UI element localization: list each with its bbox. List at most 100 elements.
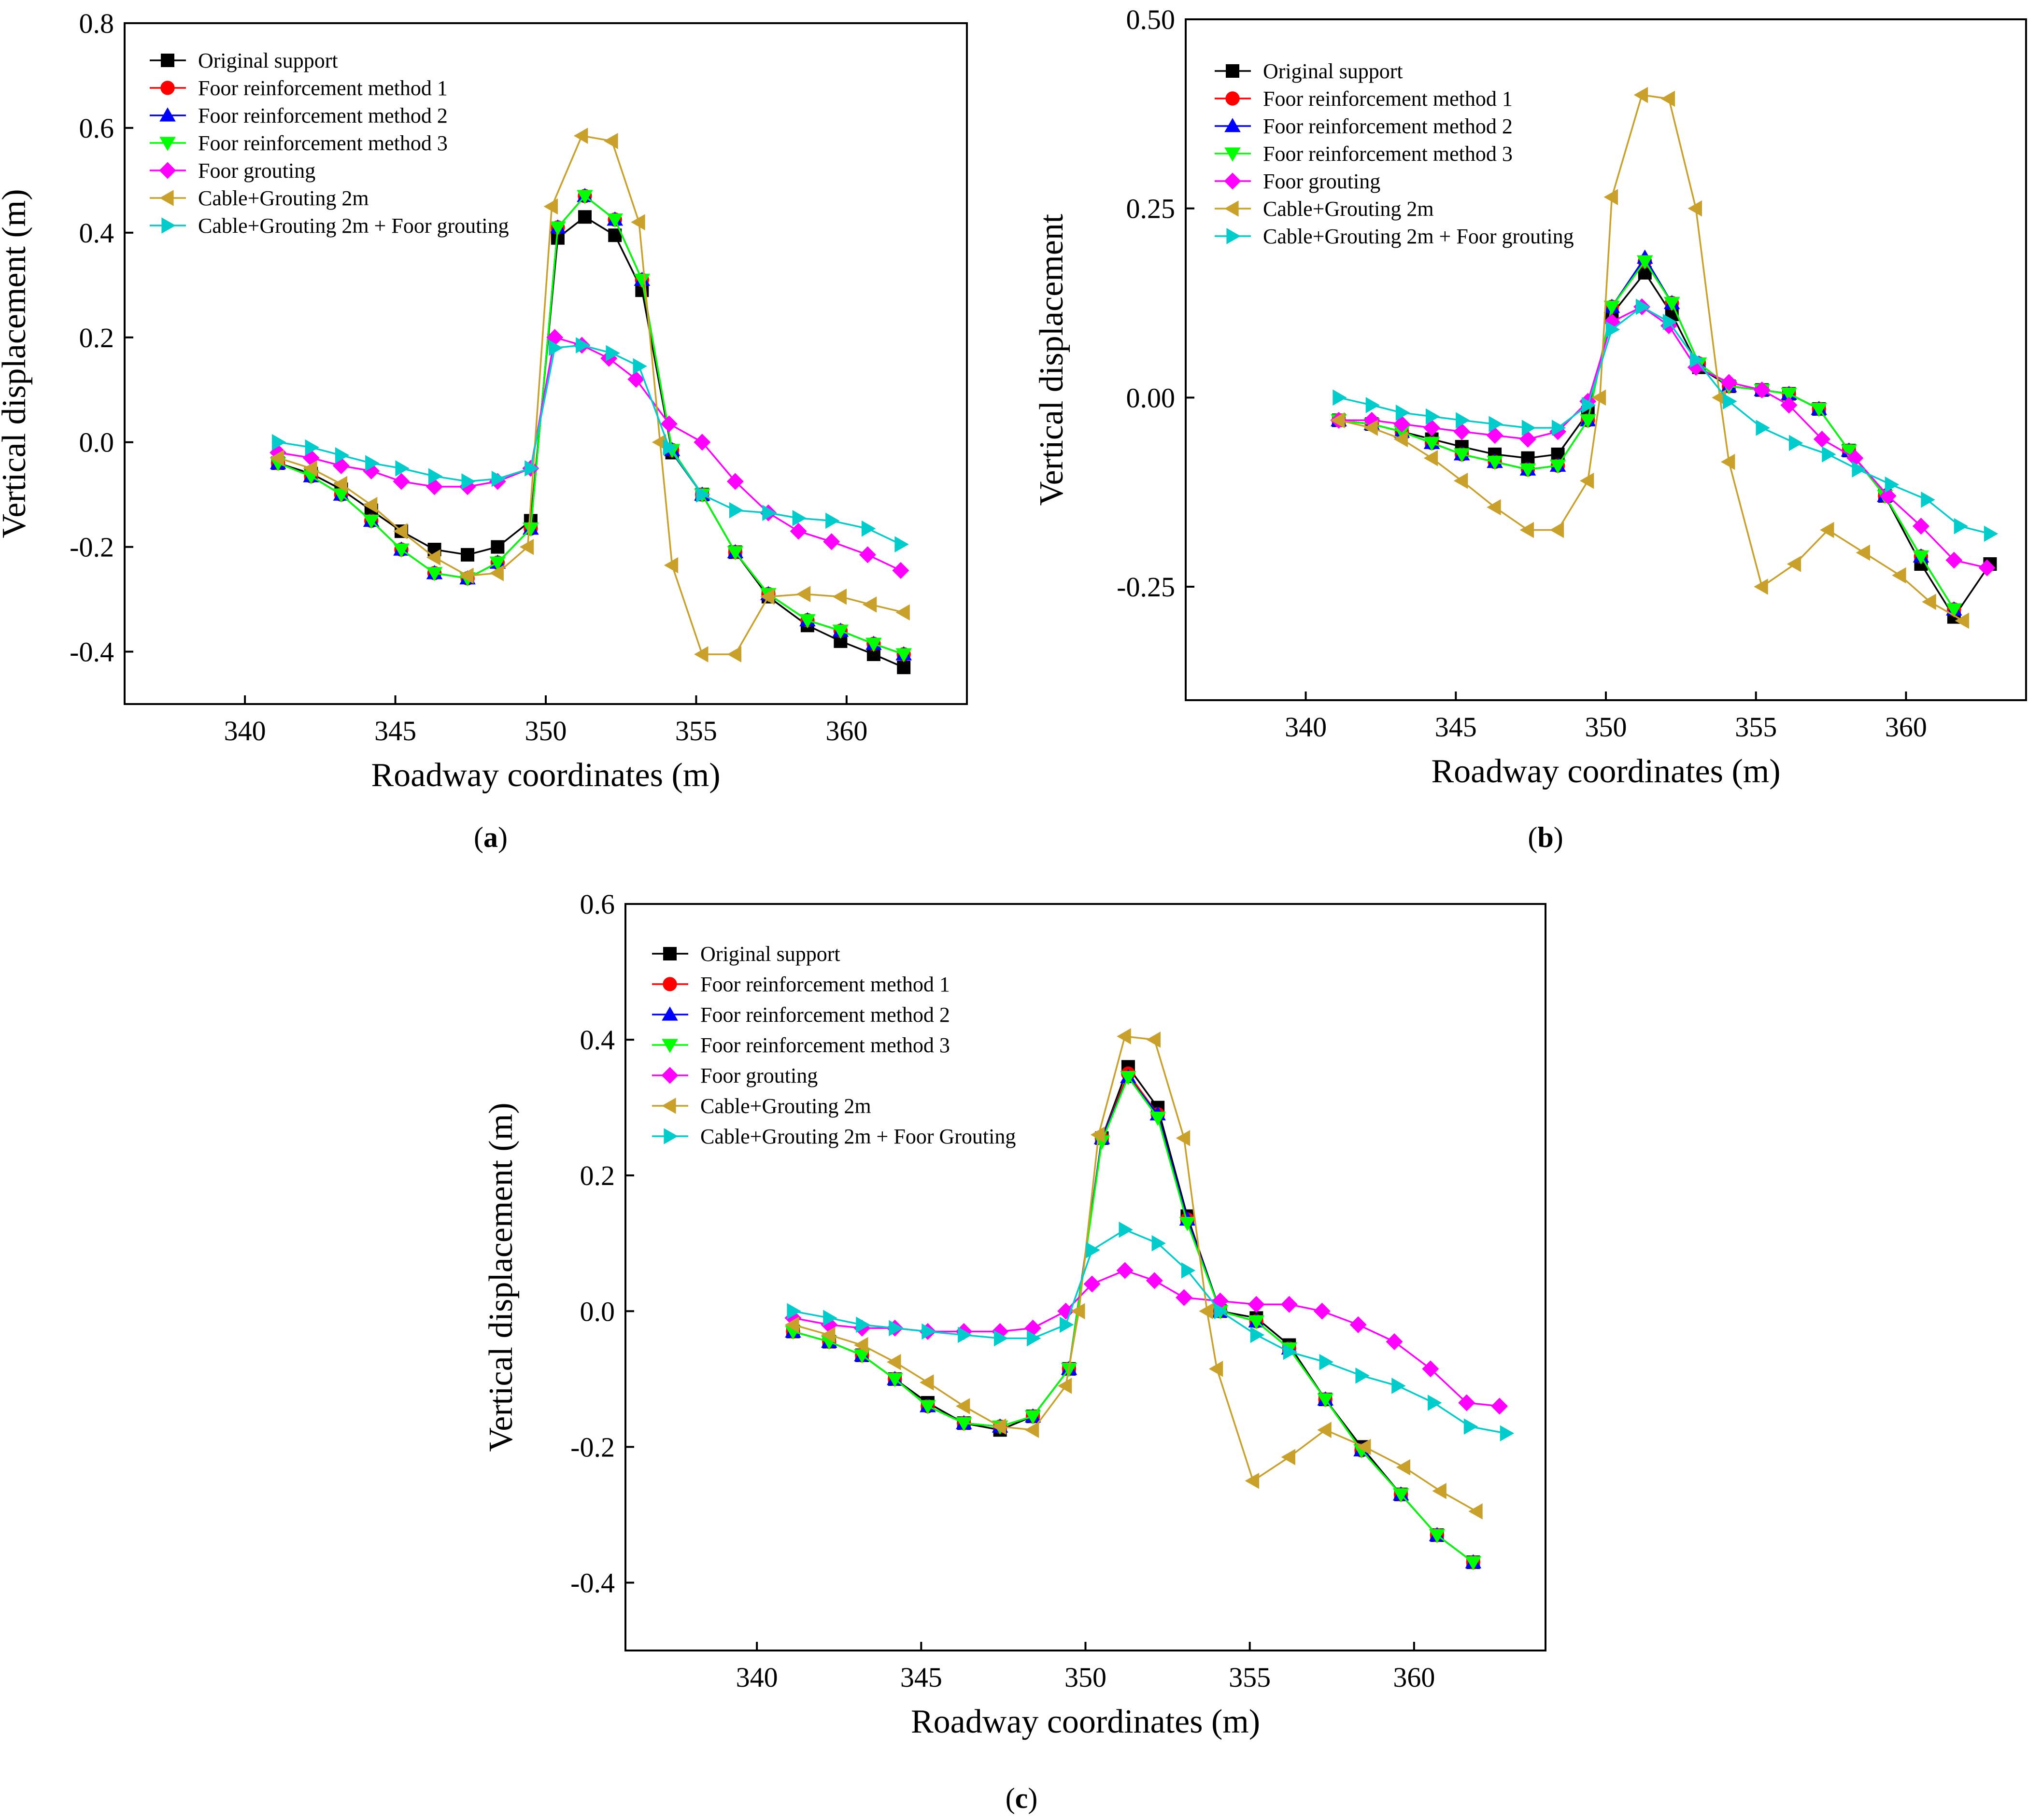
data-point [1756, 420, 1770, 436]
legend-entry: Original support [652, 942, 840, 966]
y-axis-label: Vertical displacement (m) [0, 189, 33, 538]
legend-entry: Foor grouting [1215, 169, 1380, 193]
x-tick-label: 345 [374, 715, 416, 747]
legend-entry: Foor grouting [150, 159, 315, 183]
data-point [727, 546, 744, 561]
data-point [727, 646, 741, 663]
data-point [1423, 450, 1438, 466]
legend-marker [1224, 118, 1241, 132]
legend-entry: Original support [1215, 59, 1403, 83]
legend-entry: Foor reinforcement method 1 [1215, 87, 1513, 111]
data-point [1486, 427, 1503, 444]
data-point [1393, 415, 1410, 433]
series-5 [1331, 86, 1970, 629]
data-point [1913, 550, 1929, 565]
legend-label: Cable+Grouting 2m [700, 1094, 871, 1118]
legend-marker [159, 137, 176, 151]
data-point [1280, 1296, 1298, 1313]
data-point [1885, 476, 1900, 493]
y-tick-label: 0.2 [79, 322, 114, 353]
data-point [825, 512, 840, 529]
y-tick-label: 0.6 [580, 889, 615, 920]
data-point [856, 1316, 870, 1333]
data-point [1946, 603, 1962, 618]
x-tick-label: 355 [1229, 1662, 1271, 1693]
data-point [1248, 1296, 1265, 1313]
data-point [576, 337, 590, 353]
data-point [1151, 1235, 1166, 1252]
legend-label: Foor reinforcement method 3 [700, 1033, 950, 1057]
data-point [1349, 1316, 1367, 1333]
y-tick-label: 0.00 [1126, 382, 1176, 413]
data-point [1921, 492, 1935, 508]
data-point [395, 460, 410, 477]
data-point [1119, 1221, 1133, 1238]
legend-label: Cable+Grouting 2m + Foor grouting [1263, 225, 1574, 248]
series-6 [272, 337, 909, 552]
data-point [573, 127, 588, 144]
data-point [604, 133, 618, 149]
legend-marker [662, 1098, 676, 1114]
data-point [303, 460, 317, 477]
data-point [1453, 448, 1470, 463]
y-tick-label: 0.6 [79, 113, 114, 144]
data-point [1071, 1303, 1085, 1320]
data-point [365, 455, 380, 471]
legend-entry: Foor reinforcement method 2 [1215, 114, 1513, 138]
data-point [785, 1316, 799, 1333]
series-line [278, 195, 904, 655]
data-point [823, 1310, 837, 1326]
legend-marker [159, 162, 176, 179]
data-point [729, 502, 744, 519]
data-point [607, 213, 624, 228]
data-point [1582, 397, 1596, 413]
data-point [1591, 389, 1606, 406]
y-tick-label: 0.0 [79, 427, 114, 458]
data-point [1605, 321, 1620, 338]
data-point [1083, 1275, 1101, 1293]
data-point [551, 231, 565, 245]
data-point [461, 548, 475, 562]
panel-label-b: (b) [1528, 821, 1563, 853]
data-point [1458, 1394, 1475, 1411]
data-point [920, 1400, 936, 1414]
data-point [461, 473, 476, 490]
data-point [631, 214, 645, 230]
legend-marker [159, 107, 176, 122]
data-point [1945, 551, 1963, 569]
data-point [1120, 1071, 1136, 1086]
data-point [1852, 461, 1866, 478]
data-point [892, 562, 909, 579]
data-point [550, 221, 566, 236]
x-tick-label: 360 [1885, 711, 1927, 743]
data-point [652, 434, 666, 451]
x-tick-label: 355 [675, 715, 717, 747]
data-point [1463, 1418, 1478, 1435]
data-point [1892, 567, 1906, 584]
data-point [1333, 389, 1347, 406]
data-point [887, 1373, 903, 1387]
data-point [1423, 437, 1440, 451]
series-3 [269, 190, 912, 663]
data-point [922, 1323, 936, 1340]
data-point [1687, 200, 1702, 217]
data-point [854, 1337, 868, 1354]
data-point [1603, 300, 1620, 315]
data-point [1024, 1410, 1041, 1425]
series-line [278, 336, 901, 571]
data-point [1549, 522, 1564, 538]
data-point [627, 371, 645, 388]
data-point [1465, 1556, 1482, 1571]
data-point [428, 468, 443, 484]
data-point [866, 647, 880, 661]
legend-label: Foor grouting [700, 1064, 818, 1087]
data-point [608, 228, 622, 242]
panel-label-c: (c) [1005, 1782, 1038, 1814]
legend-marker [662, 1039, 678, 1053]
x-tick-label: 350 [525, 715, 567, 747]
data-point [1519, 431, 1536, 448]
data-point [1913, 518, 1929, 535]
x-tick-label: 350 [1585, 711, 1627, 743]
legend-marker [662, 1006, 678, 1021]
data-point [1396, 1459, 1411, 1476]
